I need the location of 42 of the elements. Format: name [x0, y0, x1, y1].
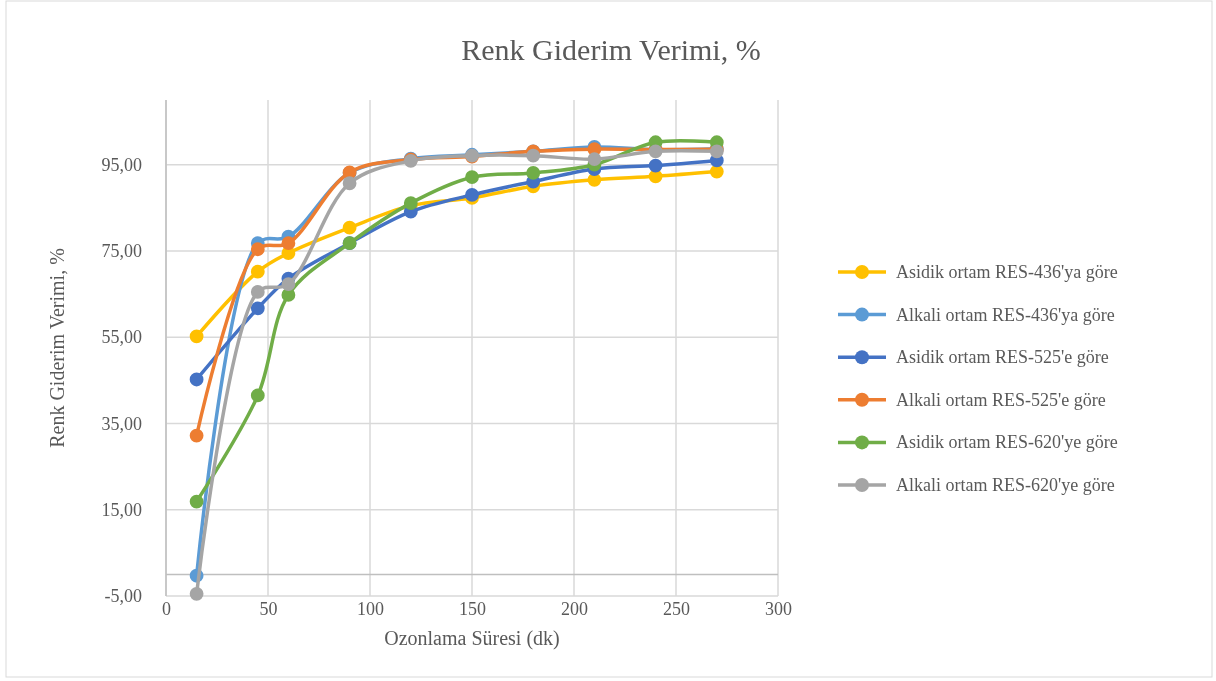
x-tick-label: 300 — [765, 598, 792, 619]
point — [189, 494, 204, 509]
point — [250, 388, 265, 403]
legend-label: Asidik ortam RES-620'ye göre — [896, 432, 1118, 453]
point — [250, 264, 265, 279]
legend-label: Alkali ortam RES-525'e göre — [896, 389, 1106, 410]
x-tick-label: 250 — [663, 598, 690, 619]
y-tick-label: 15,00 — [101, 500, 142, 520]
legend-label: Asidik ortam RES-525'e göre — [896, 347, 1109, 368]
y-tick-label: 35,00 — [101, 413, 142, 434]
point — [189, 586, 204, 601]
x-tick-label: 150 — [459, 598, 486, 619]
point — [189, 428, 204, 443]
point — [526, 165, 541, 180]
legend-label: Alkali ortam RES-436'ya göre — [896, 304, 1115, 325]
point — [189, 372, 204, 387]
x-axis-title: Ozonlama Süresi (dk) — [384, 627, 560, 650]
point — [281, 277, 296, 292]
point — [648, 158, 663, 173]
point — [465, 187, 479, 202]
point — [342, 220, 357, 235]
legend-label: Alkali ortam RES-620'ye göre — [896, 475, 1115, 495]
point — [250, 242, 265, 257]
y-tick-label: 75,00 — [101, 241, 142, 262]
point — [250, 285, 265, 299]
x-tick-label: 0 — [162, 598, 171, 619]
chart-title: Renk Giderim Verimi, % — [461, 33, 761, 66]
point — [281, 236, 296, 251]
x-tick-label: 100 — [357, 598, 384, 619]
y-axis-title: Renk Giderim Verimi, % — [46, 248, 68, 448]
point — [189, 329, 204, 344]
y-tick-label: 55,00 — [101, 327, 142, 348]
x-tick-label: 50 — [259, 598, 278, 619]
point — [526, 148, 541, 163]
point — [250, 301, 265, 316]
point — [342, 176, 357, 191]
point — [587, 152, 602, 166]
legend-label: Asidik ortam RES-436'ya göre — [896, 262, 1118, 282]
point — [465, 170, 479, 185]
y-tick-label: 95,00 — [101, 154, 142, 175]
y-tick-label: -5,00 — [104, 586, 142, 607]
x-tick-label: 200 — [561, 598, 588, 619]
